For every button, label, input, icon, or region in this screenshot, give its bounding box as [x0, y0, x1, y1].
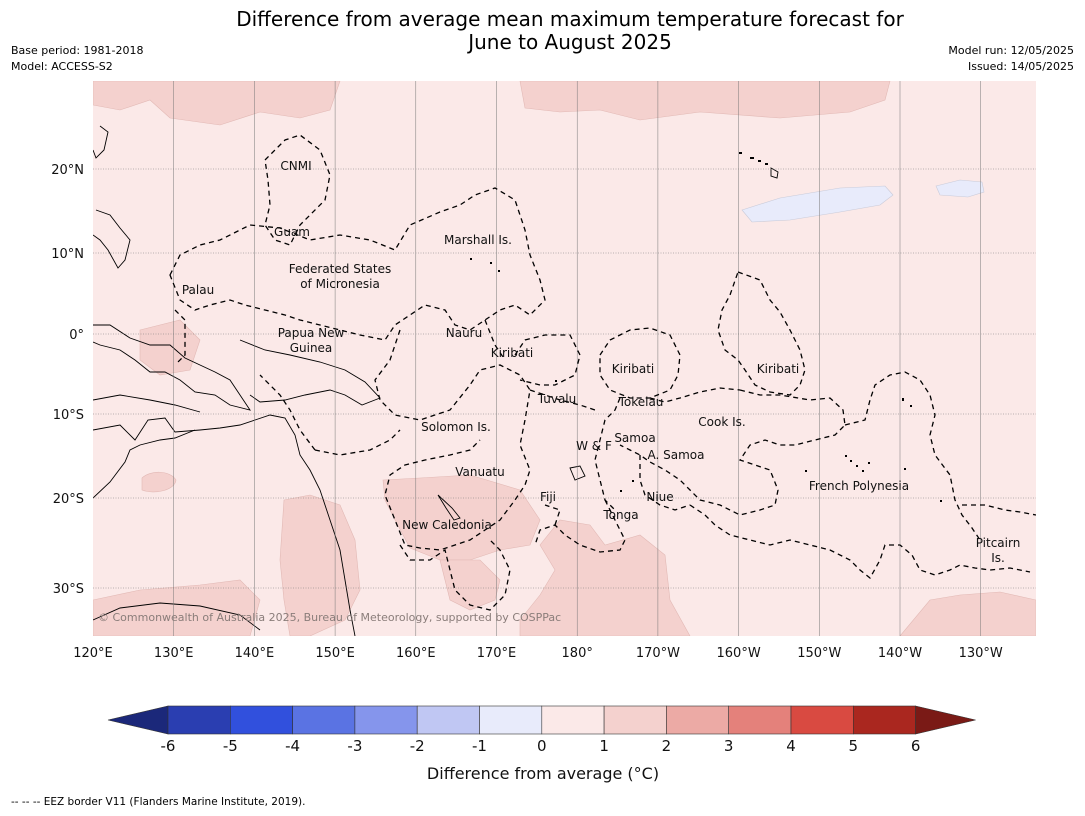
colorbar-segment	[790, 705, 854, 735]
longitude-label: 150°E	[315, 646, 355, 661]
region-label-fsm-line2: of Micronesia	[300, 277, 380, 291]
colorbar-tick-label: -1	[472, 737, 487, 755]
colorbar-tick-label: -5	[223, 737, 238, 755]
region-labels: CNMI Guam Marshall Is. Federated States …	[182, 159, 1020, 565]
region-label-fiji: Fiji	[540, 490, 556, 504]
region-label-palau: Palau	[182, 283, 214, 297]
colorbar-segment	[852, 705, 916, 735]
region-label-tonga: Tonga	[602, 508, 638, 522]
colorbar-segment	[666, 705, 730, 735]
chart-title: Difference from average mean maximum tem…	[160, 8, 980, 54]
latitude-label: 0°	[69, 328, 84, 343]
region-label-tuvalu: Tuvalu	[537, 392, 577, 406]
region-label-american-samoa: A. Samoa	[648, 448, 705, 462]
anomaly-negative-patches	[741, 179, 985, 223]
longitude-label: 140°W	[878, 646, 922, 661]
colorbar-tick-label: 6	[911, 737, 921, 755]
longitude-label: 160°W	[717, 646, 761, 661]
longitude-label: 160°E	[396, 646, 436, 661]
region-label-guam: Guam	[274, 225, 310, 239]
longitude-label: 120°E	[73, 646, 113, 661]
colorbar-tick-label: 3	[724, 737, 734, 755]
latitude-labels: 20°N 10°N 0° 10°S 20°S 30°S	[51, 163, 84, 597]
region-label-solomon: Solomon Is.	[421, 420, 491, 434]
colorbar-tick-label: -6	[161, 737, 176, 755]
region-label-nauru: Nauru	[446, 326, 482, 340]
longitude-label: 130°W	[959, 646, 1003, 661]
latitude-label: 10°N	[51, 247, 84, 262]
meta-right: Model run: 12/05/2025 Issued: 14/05/2025	[948, 43, 1074, 75]
colorbar-segment	[603, 705, 667, 735]
colorbar-tick-label: 4	[786, 737, 796, 755]
latitude-label: 20°S	[53, 492, 84, 507]
colorbar-tick-label: 5	[849, 737, 859, 755]
region-label-kiribati-east: Kiribati	[757, 362, 799, 376]
colorbar-extend-high	[915, 705, 976, 735]
longitude-label: 170°E	[477, 646, 517, 661]
colorbar-tick-label: 2	[662, 737, 672, 755]
title-line-1: Difference from average mean maximum tem…	[236, 7, 904, 31]
region-label-pitcairn-line2: Is.	[991, 551, 1005, 565]
colorbar-segment	[230, 705, 293, 735]
longitude-label: 140°E	[235, 646, 275, 661]
region-label-kiribati-west: Kiribati	[491, 346, 533, 360]
region-label-cnmi: CNMI	[280, 159, 311, 173]
colorbar-segment	[292, 705, 356, 735]
small-islands	[470, 152, 942, 502]
colorbar-segment	[416, 705, 480, 735]
region-label-fsm-line1: Federated States	[289, 262, 391, 276]
colorbar-segment	[354, 705, 418, 735]
model-run: Model run: 12/05/2025	[948, 44, 1074, 57]
colorbar-segment	[167, 705, 231, 735]
region-label-vanuatu: Vanuatu	[455, 465, 505, 479]
colorbar-tick-label: -2	[410, 737, 425, 755]
region-label-kiribati-central: Kiribati	[612, 362, 654, 376]
region-label-french-polynesia: French Polynesia	[809, 479, 909, 493]
colorbar-title: Difference from average (°C)	[427, 764, 659, 783]
colorbar-segment	[728, 705, 792, 735]
colorbar-tick-label: -4	[285, 737, 300, 755]
colorbar-segment	[479, 705, 543, 735]
region-label-png-line2: Guinea	[290, 341, 333, 355]
region-label-new-caledonia: New Caledonia	[402, 518, 492, 532]
meta-left: Base period: 1981-2018 Model: ACCESS-S2	[11, 43, 143, 75]
latitude-label: 10°S	[53, 408, 84, 423]
region-label-niue: Niue	[646, 490, 673, 504]
longitude-label: 170°W	[636, 646, 680, 661]
latitude-label: 30°S	[53, 582, 84, 597]
latitude-label: 20°N	[51, 163, 84, 178]
colorbar-tick-label: 0	[537, 737, 547, 755]
longitude-labels: 120°E 130°E 140°E 150°E 160°E 170°E 180° 170°W 1…	[73, 646, 1003, 661]
region-label-samoa: Samoa	[614, 431, 655, 445]
region-label-marshall: Marshall Is.	[444, 233, 512, 247]
colorbar-tick-label: -3	[347, 737, 362, 755]
region-label-cook: Cook Is.	[698, 415, 745, 429]
longitude-label: 150°W	[797, 646, 841, 661]
region-label-tokelau: Tokelau	[618, 395, 664, 409]
model-name: Model: ACCESS-S2	[11, 60, 113, 73]
longitude-label: 180°	[562, 646, 593, 661]
region-label-wf: W & F	[576, 439, 612, 453]
issued-date: Issued: 14/05/2025	[967, 60, 1074, 73]
eez-borders	[169, 134, 1036, 611]
anomaly-1-2-patches	[93, 81, 1036, 636]
eez-footnote: -- -- -- EEZ border V11 (Flanders Marine…	[11, 796, 306, 808]
title-line-2: June to August 2025	[468, 30, 672, 54]
colorbar-tick-label: 1	[599, 737, 609, 755]
colorbar: -6 -5 -4 -3 -2 -1 0 1 2 3 4 5 6	[107, 705, 976, 755]
longitude-label: 130°E	[154, 646, 194, 661]
gridlines	[93, 81, 1036, 636]
colorbar-extend-low	[107, 705, 169, 735]
coastlines	[93, 125, 779, 636]
region-label-png-line1: Papua New	[278, 326, 345, 340]
colorbar-segment	[541, 705, 605, 735]
map-layers	[93, 81, 1036, 636]
region-label-pitcairn-line1: Pitcairn	[976, 536, 1021, 550]
base-period: Base period: 1981-2018	[11, 44, 144, 57]
copyright-notice: © Commonwealth of Australia 2025, Bureau…	[98, 611, 561, 624]
